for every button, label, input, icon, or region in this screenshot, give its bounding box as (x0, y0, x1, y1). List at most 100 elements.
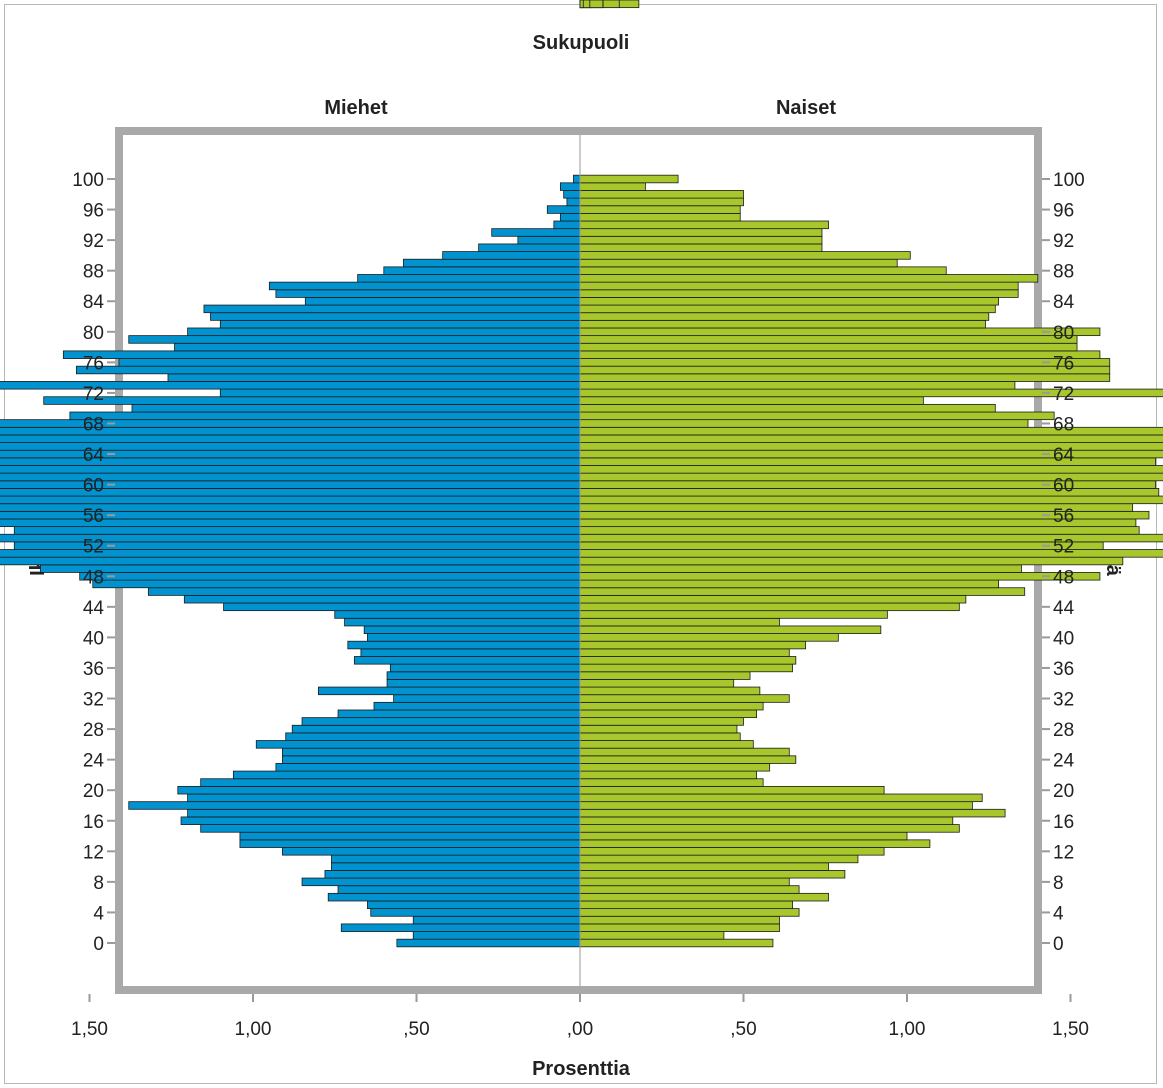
bar-male-age-47 (92, 579, 581, 589)
bar-male-age-13 (239, 839, 581, 848)
bar-male-age-85 (275, 289, 581, 298)
y-tick-label-left: 40 (83, 628, 104, 649)
y-tick-label-right: 100 (1053, 170, 1085, 191)
bar-male-age-76 (118, 358, 581, 367)
bar-female-age-40 (579, 633, 839, 642)
bar-male-age-49 (40, 564, 581, 573)
bar-male-age-5 (367, 900, 581, 910)
bar-female-age-21 (579, 778, 764, 787)
bar-female-age-66 (579, 434, 1163, 443)
bar-male-age-41 (363, 625, 581, 634)
x-axis-label: Prosenttia (532, 1058, 631, 1080)
bar-female-age-54 (579, 526, 1140, 535)
bar-female-age-77 (579, 350, 1101, 359)
y-tick-label-left: 36 (83, 659, 104, 680)
bar-female-age-23 (579, 763, 771, 772)
x-tick-label: 1,00 (235, 1019, 272, 1040)
bar-male-age-83 (203, 304, 581, 314)
y-tick-label-left: 100 (72, 170, 104, 191)
bar-female-age-100 (579, 174, 679, 184)
bar-male-age-34 (386, 679, 581, 688)
bar-female-age-13 (579, 839, 931, 848)
y-tick-label-right: 32 (1053, 690, 1074, 711)
y-tick-label-right: 28 (1053, 720, 1074, 741)
bar-male-age-15 (200, 824, 581, 833)
bar-female-age-79 (579, 335, 1078, 344)
bar-male-age-77 (62, 350, 581, 359)
y-tick-label-right: 44 (1053, 598, 1075, 619)
y-tick-label-right: 96 (1053, 201, 1074, 222)
y-tick-label-right: 72 (1053, 384, 1074, 405)
bar-female-age-95 (579, 212, 741, 222)
bar-female-age-44 (579, 602, 960, 612)
panel-label-naiset: Naiset (776, 97, 836, 119)
y-tick-label-right: 64 (1053, 445, 1075, 466)
bar-male-age-8 (301, 877, 581, 887)
y-tick-label-right: 84 (1053, 292, 1075, 313)
bar-male-age-62 (0, 465, 581, 474)
bar-female-age-86 (579, 281, 1019, 291)
y-tick-label-right: 56 (1053, 506, 1074, 527)
x-tick-label: 1,50 (1052, 1019, 1089, 1040)
chart-title: Sukupuoli (533, 32, 630, 54)
y-tick-label-left: 88 (83, 262, 104, 283)
bar-female-age-28 (579, 724, 738, 734)
bar-female-age-12 (579, 847, 885, 856)
x-tick-label: ,00 (567, 1019, 593, 1040)
bar-female-age-75 (579, 365, 1111, 375)
bar-female-age-42 (579, 617, 780, 627)
bar-male-age-86 (268, 281, 581, 291)
bar-female-age-22 (579, 770, 757, 780)
bar-male-age-78 (174, 342, 581, 352)
bar-female-age-84 (579, 297, 999, 306)
bar-female-age-41 (579, 625, 882, 634)
x-tick-label: 1,00 (889, 1019, 926, 1040)
bar-female-age-80 (579, 327, 1101, 337)
bar-female-age-67 (579, 426, 1163, 436)
bar-male-age-20 (177, 785, 581, 795)
bar-female-age-30 (579, 709, 757, 719)
bar-female-age-14 (579, 831, 908, 841)
bar-male-age-79 (128, 335, 581, 344)
bar-female-age-0 (579, 938, 774, 948)
bar-male-age-69 (69, 411, 581, 421)
bar-female-age-76 (579, 358, 1111, 367)
bar-male-age-0 (396, 938, 581, 948)
bar-male-age-26 (255, 740, 581, 749)
bar-female-age-33 (579, 686, 761, 696)
bar-female-age-11 (579, 854, 859, 864)
bar-male-age-58 (0, 495, 581, 505)
bar-male-age-96 (546, 205, 581, 214)
bar-female-age-35 (579, 671, 751, 680)
bar-female-age-52 (579, 541, 1104, 550)
bar-female-age-47 (579, 579, 999, 589)
bar-male-age-43 (334, 610, 581, 619)
bar-male-age-54 (13, 526, 581, 535)
bar-female-age-45 (579, 594, 967, 604)
bar-male-age-74 (167, 373, 581, 382)
bar-male-age-18 (128, 801, 581, 810)
bar-male-age-75 (76, 365, 581, 375)
bar-male-age-25 (282, 747, 581, 757)
bar-male-age-90 (442, 251, 581, 260)
bar-male-age-14 (239, 831, 581, 841)
bar-male-age-12 (282, 847, 581, 856)
bar-female-age-34 (579, 679, 735, 688)
bar-male-age-2 (340, 923, 581, 932)
bar-female-age-57 (579, 503, 1134, 512)
y-tick-label-right: 20 (1053, 781, 1074, 802)
bar-female-age-18 (579, 801, 973, 810)
bar-female-age-90 (579, 251, 911, 260)
y-tick-label-left: 84 (83, 292, 105, 313)
bar-female-age-25 (579, 747, 790, 757)
bar-female-age-49 (579, 564, 1022, 573)
y-tick-label-right: 60 (1053, 476, 1074, 497)
bar-male-age-31 (373, 701, 581, 711)
bar-female-age-64 (579, 449, 1163, 459)
bar-male-age-91 (478, 243, 581, 252)
bar-female-age-7 (579, 885, 800, 894)
bar-female-age-71 (579, 396, 924, 405)
bar-male-age-40 (367, 633, 581, 642)
bar-male-age-72 (219, 388, 581, 398)
bar-female-age-93 (579, 228, 823, 237)
